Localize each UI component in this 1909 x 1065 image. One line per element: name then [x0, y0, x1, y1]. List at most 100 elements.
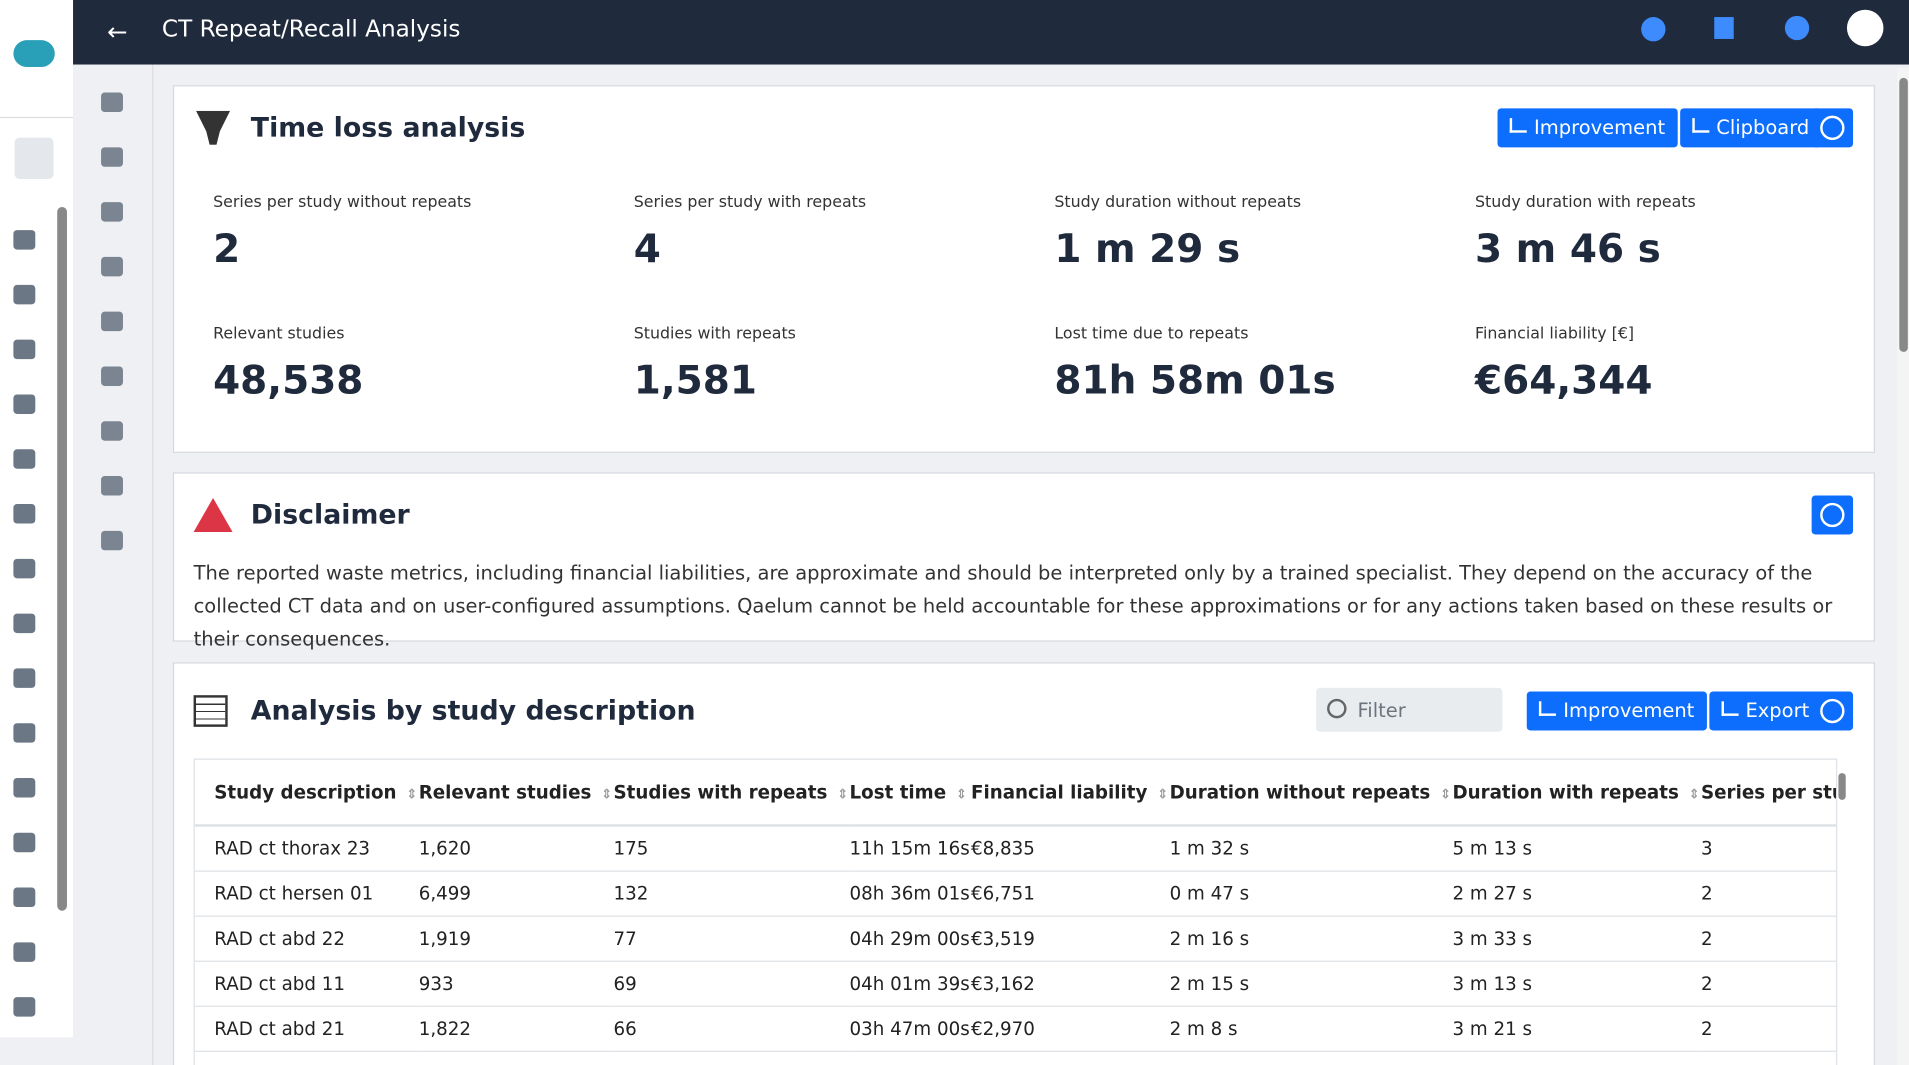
nav-icon[interactable]	[13, 997, 36, 1017]
table-row[interactable]: RAD ct hersen 01 6,499 132 08h 36m 01s €6,75…	[194, 871, 1836, 916]
nav-icon[interactable]	[13, 558, 36, 579]
column-title: Lost time	[849, 781, 947, 803]
warning-icon	[193, 497, 233, 533]
nav-icon[interactable]	[13, 668, 36, 688]
nav-icon[interactable]	[13, 230, 36, 250]
filter-button[interactable]	[1714, 17, 1734, 39]
stat-value: 3 m 46 s	[1475, 225, 1661, 272]
collapse-button[interactable]	[1811, 691, 1854, 731]
stat-label: Financial liability [€]	[1475, 325, 1635, 344]
avatar[interactable]	[1846, 9, 1884, 47]
collapse-button[interactable]	[1811, 495, 1854, 535]
table-cell: €6,751	[970, 882, 1035, 904]
add-button[interactable]	[1641, 17, 1666, 42]
collapse-button[interactable]	[1811, 108, 1854, 148]
column-header[interactable]: Relevant studies ⇕	[419, 760, 614, 826]
stat-label: Relevant studies	[213, 325, 345, 344]
nav-icon[interactable]	[101, 476, 123, 496]
nav-icon[interactable]	[101, 366, 123, 386]
column-header[interactable]: Financial liability ⇕	[971, 760, 1170, 826]
sort-icon: ⇕	[406, 785, 418, 802]
nav-icon[interactable]	[13, 339, 36, 360]
column-header[interactable]: Study description ⇕	[195, 760, 419, 826]
table-cell: 2 m 8 s	[1169, 1017, 1238, 1040]
stat-value: 1,581	[633, 356, 757, 403]
table-wrapper: Study description ⇕ Relevant studies ⇕ Studi…	[193, 758, 1838, 1065]
stat-value: 4	[633, 225, 661, 272]
sub-sidebar	[73, 64, 154, 1065]
page-scrollbar	[1896, 68, 1909, 1065]
nav-icon[interactable]	[101, 147, 123, 167]
nav-icon[interactable]	[13, 394, 36, 414]
action-button[interactable]: Improvement	[1526, 691, 1707, 731]
action-button[interactable]: Improvement	[1497, 108, 1678, 148]
nav-icon[interactable]	[13, 887, 36, 908]
table-cell: 66	[613, 1017, 637, 1040]
nav-icon[interactable]	[101, 530, 123, 551]
column-header[interactable]: Lost time ⇕	[850, 760, 971, 826]
table-cell: 04h 29m 00s	[849, 927, 970, 950]
expand-button[interactable]	[0, 1037, 74, 1065]
table-cell: 2	[1701, 927, 1713, 950]
action-button[interactable]: Export	[1708, 691, 1822, 731]
settings-button[interactable]	[1784, 15, 1810, 41]
nav-icon[interactable]	[13, 613, 36, 634]
nav-icon[interactable]	[13, 942, 36, 962]
table-cell: 69	[613, 972, 637, 995]
data-table: Study description ⇕ Relevant studies ⇕ Studi…	[194, 760, 1836, 1052]
sort-icon: ⇕	[837, 785, 849, 802]
nav-icon[interactable]	[101, 202, 123, 222]
column-title: Duration with repeats	[1452, 781, 1679, 803]
table-cell: 6,499	[418, 882, 472, 904]
column-title: Duration without repeats	[1169, 781, 1431, 803]
nav-icon[interactable]	[13, 449, 36, 469]
card-title: Analysis by study description	[250, 696, 696, 727]
sort-icon: ⇕	[601, 785, 613, 802]
column-header[interactable]: Duration with repeats ⇕	[1452, 760, 1701, 826]
table-cell: 0 m 47 s	[1169, 882, 1250, 904]
filter-input[interactable]: Filter	[1316, 687, 1503, 732]
table-cell: 2	[1701, 882, 1713, 904]
action-button[interactable]: Clipboard	[1679, 108, 1822, 148]
table-scrollbar	[1838, 773, 1846, 800]
column-header[interactable]: Studies with repeats ⇕	[614, 760, 850, 826]
table-cell: RAD ct abd 11	[214, 972, 346, 995]
table-cell: €2,970	[970, 1017, 1035, 1040]
logo[interactable]	[13, 40, 55, 67]
table-row[interactable]: RAD ct abd 21 1,822 66 03h 47m 00s €2,970 2 m…	[194, 1006, 1836, 1051]
table-cell: RAD ct hersen 01	[214, 882, 374, 904]
nav-icon[interactable]	[101, 311, 123, 332]
top-bar: ← CT Repeat/Recall Analysis	[73, 0, 1909, 65]
nav-icon[interactable]	[101, 421, 123, 441]
scrollbar	[57, 206, 67, 911]
trophy-icon	[196, 110, 231, 145]
card-title: Time loss analysis	[250, 113, 526, 144]
filter-placeholder: Filter	[1357, 698, 1406, 722]
column-header[interactable]: Duration without repeats ⇕	[1170, 760, 1453, 826]
nav-icon[interactable]	[13, 777, 36, 798]
stat-label: Study duration without repeats	[1054, 193, 1302, 212]
nav-icon[interactable]	[13, 504, 36, 524]
page-title: CT Repeat/Recall Analysis	[161, 15, 461, 43]
sort-icon: ⇕	[955, 785, 968, 802]
table-row[interactable]: RAD ct abd 11 933 69 04h 01m 39s €3,162 2 m 1…	[194, 961, 1836, 1006]
nav-icon[interactable]	[13, 832, 36, 853]
table-cell: 3	[1701, 837, 1713, 860]
table-row[interactable]: RAD ct abd 22 1,919 77 04h 29m 00s €3,519 2 m…	[194, 916, 1836, 961]
column-header[interactable]: Series per study with	[1701, 760, 1836, 826]
sort-icon: ⇕	[1688, 785, 1700, 802]
nav-icon[interactable]	[101, 256, 123, 277]
table-row[interactable]: RAD ct thorax 23 1,620 175 11h 15m 16s €8,83…	[194, 825, 1836, 871]
stat-value: €64,344	[1475, 356, 1653, 403]
disclaimer-text: The reported waste metrics, including fi…	[193, 561, 1833, 651]
search-button[interactable]	[14, 137, 54, 179]
nav-icon[interactable]	[13, 284, 36, 305]
nav-icon[interactable]	[101, 92, 123, 113]
table-cell: 3 m 33 s	[1452, 927, 1533, 950]
table-cell: 11h 15m 16s	[849, 837, 970, 860]
table-cell: RAD ct abd 21	[214, 1017, 346, 1040]
nav-icon[interactable]	[13, 723, 36, 743]
back-button[interactable]: ←	[107, 17, 128, 47]
